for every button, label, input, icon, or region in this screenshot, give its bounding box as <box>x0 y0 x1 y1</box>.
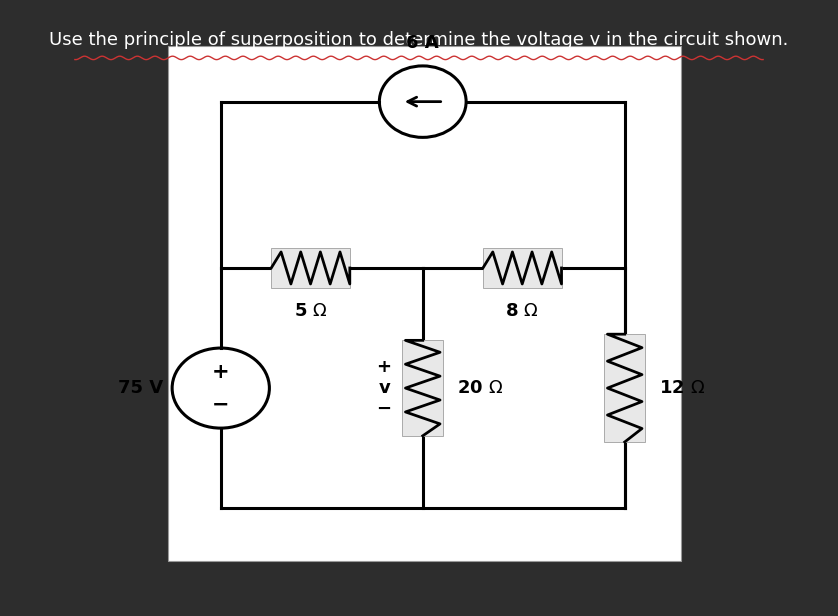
Text: 6 A: 6 A <box>406 34 439 52</box>
Bar <box>604 334 645 442</box>
Text: −: − <box>375 400 391 418</box>
Bar <box>272 248 349 288</box>
Text: +: + <box>212 362 230 382</box>
Text: 12 $\Omega$: 12 $\Omega$ <box>659 379 705 397</box>
Text: v: v <box>380 379 391 397</box>
Bar <box>168 46 680 561</box>
Text: +: + <box>376 358 391 376</box>
Text: −: − <box>212 395 230 415</box>
Bar <box>483 248 561 288</box>
Text: 75 V: 75 V <box>118 379 163 397</box>
Text: 5 $\Omega$: 5 $\Omega$ <box>293 302 328 320</box>
Text: 20 $\Omega$: 20 $\Omega$ <box>457 379 503 397</box>
Bar <box>402 340 443 436</box>
Text: 8 $\Omega$: 8 $\Omega$ <box>505 302 539 320</box>
Text: Use the principle of superposition to determine the voltage v in the circuit sho: Use the principle of superposition to de… <box>49 31 789 49</box>
